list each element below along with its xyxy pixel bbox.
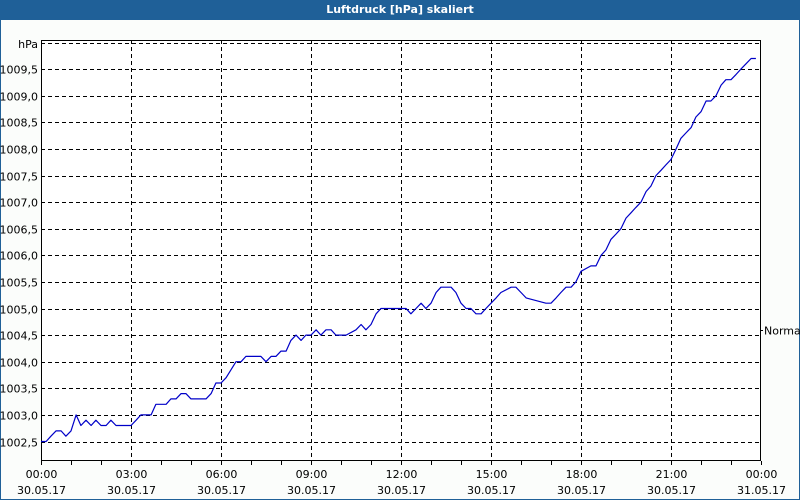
x-tick-time: 18:00: [566, 468, 598, 481]
x-tick-date: 30.05.17: [467, 484, 516, 497]
pressure-line: [41, 57, 756, 443]
x-tick-date: 30.05.17: [647, 484, 696, 497]
y-tick-label: 1007,0: [0, 197, 38, 210]
y-tick-label: 1004,5: [0, 330, 38, 343]
y-tick-label: 1005,0: [0, 304, 38, 317]
y-tick-label: 1009,5: [0, 64, 38, 77]
y-unit-label: hPa: [18, 38, 38, 51]
x-tick-time: 06:00: [206, 468, 238, 481]
x-tick-date: 30.05.17: [17, 484, 66, 497]
y-tick-label: 1003,5: [0, 383, 38, 396]
y-tick-label: 1003,0: [0, 410, 38, 423]
y-tick-label: 1006,5: [0, 224, 38, 237]
y-tick-label: 1008,0: [0, 144, 38, 157]
x-tick-date: 30.05.17: [197, 484, 246, 497]
x-tick-date: 30.05.17: [107, 484, 156, 497]
y-tick-label: 1005,5: [0, 277, 38, 290]
normal-label: Normal: [764, 325, 800, 338]
y-tick-label: 1008,5: [0, 117, 38, 130]
x-tick-time: 03:00: [116, 468, 148, 481]
plot-frame: [41, 40, 761, 461]
x-tick-time: 00:00: [746, 468, 778, 481]
y-tick-label: 1007,5: [0, 171, 38, 184]
y-tick-label: 1004,0: [0, 357, 38, 370]
chart-title: Luftdruck [hPa] skaliert: [0, 0, 800, 20]
y-tick-label: 1002,5: [0, 437, 38, 450]
x-tick-time: 09:00: [296, 468, 328, 481]
y-tick-label: 1006,0: [0, 250, 38, 263]
x-tick-date: 30.05.17: [557, 484, 606, 497]
x-tick-time: 12:00: [386, 468, 418, 481]
y-tick-label: 1009,0: [0, 91, 38, 104]
x-tick-time: 15:00: [476, 468, 508, 481]
x-tick-time: 21:00: [656, 468, 688, 481]
x-tick-time: 00:00: [26, 468, 58, 481]
x-tick-date: 30.05.17: [377, 484, 426, 497]
x-tick-date: 30.05.17: [287, 484, 336, 497]
x-tick-date: 31.05.17: [737, 484, 786, 497]
